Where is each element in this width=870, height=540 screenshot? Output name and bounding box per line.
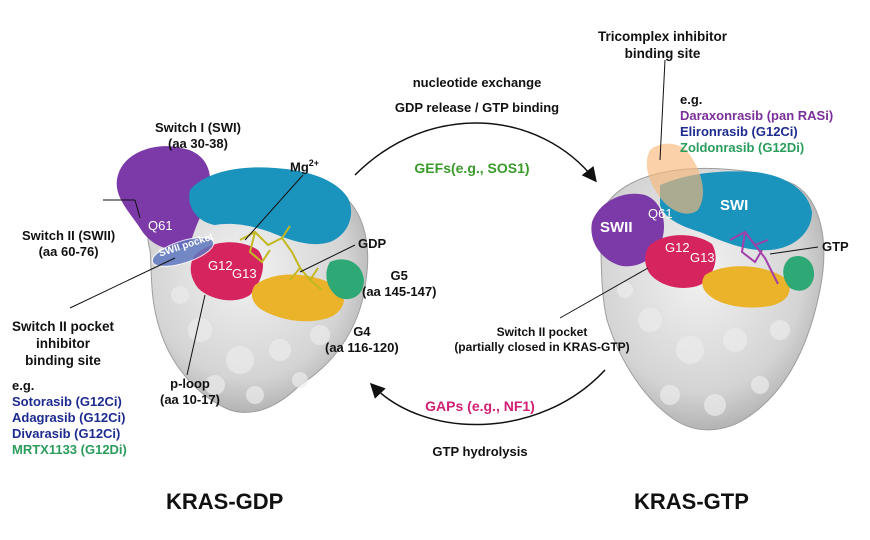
gdp-ploop-region	[190, 242, 264, 301]
gdp-g12-label: G12	[208, 258, 233, 273]
exchange-arrow	[354, 122, 597, 183]
hydrolysis-arrow	[369, 369, 606, 426]
exchange-label: nucleotide exchange	[412, 75, 542, 90]
kras-gtp-structure	[591, 143, 825, 431]
gdp-switch2-region	[116, 146, 211, 249]
gtp-g5-region	[783, 256, 815, 291]
mg-label: Mg2+	[290, 158, 320, 175]
gdp-label: GDP	[358, 236, 387, 251]
left-eg-label: e.g.	[12, 378, 35, 393]
left-inhibitor-4: MRTX1133 (G12Di)	[12, 442, 127, 457]
right-inhibitor-3: Zoldonrasib (G12Di)	[680, 140, 805, 155]
gtp-g4-region	[702, 266, 790, 308]
gtp-ploop-region	[645, 235, 716, 288]
ploop-label: p-loop (aa 10-17)	[160, 376, 220, 407]
gtp-switch2-region	[591, 193, 665, 267]
gdp-g13-label: G13	[232, 266, 257, 281]
left-leader-lines	[69, 174, 356, 376]
right-inhibitor-2: Elironrasib (G12Ci)	[680, 124, 798, 139]
gdp-g4-region	[251, 274, 344, 322]
kras-gtp-title: KRAS-GTP	[634, 489, 749, 514]
left-inhibitor-3: Divarasib (G12Ci)	[12, 426, 121, 441]
swii-pocket-marker	[151, 237, 215, 267]
tricomplex-site-marker	[646, 143, 704, 214]
gdp-ligand	[239, 225, 323, 291]
hydrolysis-label: GTP hydrolysis	[432, 444, 528, 459]
gtp-ligand	[729, 230, 779, 285]
gap-label: GAPs (e.g., NF1)	[425, 398, 535, 414]
gtp-swii-label: SWII	[600, 219, 633, 236]
swii-pocket-site-label: Switch II pocket inhibitor binding site	[12, 319, 115, 368]
gdp-switch1-region	[189, 167, 352, 245]
left-inhibitor-1: Sotorasib (G12Ci)	[12, 394, 122, 409]
g5-label: G5 (aa 145-147)	[362, 268, 437, 299]
gtp-g13-label: G13	[690, 250, 715, 265]
gtp-g12-label: G12	[665, 240, 690, 255]
left-inhibitor-2: Adagrasib (G12Ci)	[12, 410, 126, 425]
gdp-q61-label: Q61	[148, 218, 173, 233]
kras-gdp-structure	[116, 146, 369, 413]
right-inhibitor-1: Daraxonrasib (pan RASi)	[680, 108, 834, 123]
tricomplex-site-label: Tricomplex inhibitor binding site	[598, 29, 728, 61]
right-eg-label: e.g.	[680, 92, 703, 107]
gdp-release-label: GDP release / GTP binding	[394, 100, 560, 115]
kras-gdp-title: KRAS-GDP	[166, 489, 284, 514]
switch2-label: Switch II (SWII) (aa 60-76)	[22, 228, 116, 259]
gtp-label: GTP	[822, 239, 849, 254]
gdp-g5-region	[326, 259, 364, 300]
gtp-q61-label: Q61	[648, 206, 673, 221]
gtp-swi-label: SWI	[720, 197, 749, 214]
g4-label: G4 (aa 116-120)	[325, 324, 399, 355]
right-leader-lines	[559, 59, 819, 319]
gef-label: GEFs(e.g., SOS1)	[414, 160, 530, 176]
partially-closed-pocket-label: Switch II pocket (partially closed in KR…	[454, 325, 630, 354]
switch1-label: Switch I (SWI) (aa 30-38)	[155, 120, 241, 151]
